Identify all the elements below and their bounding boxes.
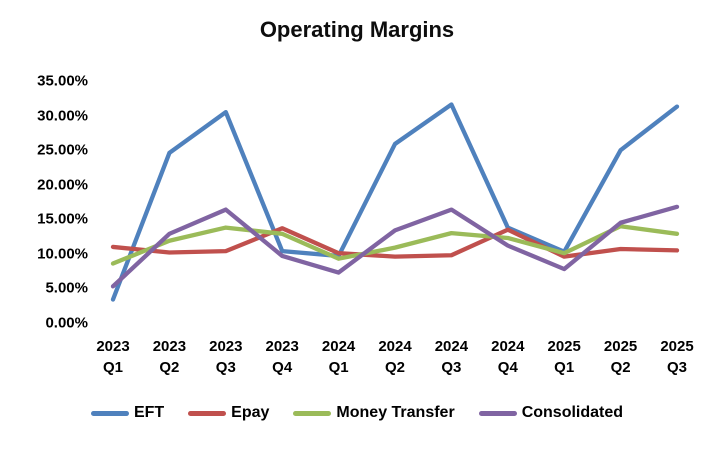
x-tick-year: 2023 bbox=[96, 338, 130, 355]
legend-swatch-icon bbox=[188, 410, 227, 416]
x-tick-year: 2024 bbox=[378, 338, 412, 355]
x-tick-label: 2025 Q2 bbox=[589, 336, 653, 378]
x-tick-label: 2023 Q3 bbox=[194, 336, 258, 378]
x-tick-label: 2023 Q4 bbox=[250, 336, 314, 378]
y-tick-label: 20.00% bbox=[37, 176, 88, 194]
legend-swatch-icon bbox=[90, 410, 129, 416]
x-tick-year: 2025 bbox=[603, 338, 638, 355]
x-tick-year: 2024 bbox=[491, 338, 525, 355]
y-tick-label: 15.00% bbox=[37, 210, 88, 228]
x-tick-year: 2025 bbox=[547, 338, 581, 355]
y-tick-label: 0.00% bbox=[45, 314, 88, 332]
x-tick-label: 2024 Q3 bbox=[419, 336, 483, 378]
legend-swatch-icon bbox=[293, 410, 332, 416]
x-tick-quarter: Q3 bbox=[441, 359, 462, 376]
x-tick-label: 2025 Q1 bbox=[532, 336, 596, 378]
x-tick-year: 2023 bbox=[152, 338, 187, 355]
x-tick-year: 2023 bbox=[209, 338, 243, 355]
y-tick-label: 25.00% bbox=[37, 141, 88, 159]
x-tick-quarter: Q4 bbox=[497, 359, 518, 376]
x-tick-label: 2024 Q4 bbox=[476, 336, 540, 378]
legend: EFT Epay Money Transfer Consolidated bbox=[0, 404, 714, 422]
x-tick-label: 2025 Q3 bbox=[645, 336, 709, 378]
y-tick-label: 30.00% bbox=[37, 107, 88, 125]
x-tick-quarter: Q4 bbox=[272, 359, 293, 376]
legend-item-money-transfer: Money Transfer bbox=[293, 404, 455, 422]
y-tick-label: 10.00% bbox=[37, 245, 88, 263]
legend-item-eft: EFT bbox=[90, 404, 165, 422]
x-tick-quarter: Q2 bbox=[610, 359, 631, 376]
x-tick-label: 2023 Q1 bbox=[81, 336, 145, 378]
x-tick-quarter: Q3 bbox=[215, 359, 236, 376]
legend-label: Consolidated bbox=[521, 404, 624, 421]
x-tick-quarter: Q2 bbox=[159, 359, 180, 376]
x-tick-quarter: Q1 bbox=[328, 359, 349, 376]
x-tick-label: 2024 Q2 bbox=[363, 336, 427, 378]
series-line-eft bbox=[110, 102, 680, 302]
legend-item-consolidated: Consolidated bbox=[478, 404, 624, 422]
x-tick-quarter: Q3 bbox=[666, 359, 687, 376]
x-tick-year: 2023 bbox=[265, 338, 299, 355]
x-tick-label: 2023 Q2 bbox=[137, 336, 201, 378]
y-tick-label: 35.00% bbox=[37, 72, 88, 90]
chart-title: Operating Margins bbox=[259, 17, 455, 42]
series-line-money-transfer bbox=[110, 224, 680, 266]
y-tick-label: 5.00% bbox=[45, 279, 88, 297]
x-tick-year: 2024 bbox=[321, 338, 356, 355]
legend-label: Money Transfer bbox=[336, 404, 455, 421]
series-line-consolidated bbox=[110, 204, 680, 289]
x-tick-label: 2024 Q1 bbox=[307, 336, 371, 378]
legend-swatch-icon bbox=[478, 410, 517, 416]
x-tick-year: 2024 bbox=[434, 338, 469, 355]
legend-label: Epay bbox=[231, 404, 270, 421]
x-tick-quarter: Q1 bbox=[102, 359, 123, 376]
x-tick-quarter: Q1 bbox=[554, 359, 575, 376]
x-tick-year: 2025 bbox=[660, 338, 694, 355]
legend-item-epay: Epay bbox=[188, 404, 269, 422]
x-tick-quarter: Q2 bbox=[384, 359, 405, 376]
legend-label: EFT bbox=[133, 404, 165, 421]
